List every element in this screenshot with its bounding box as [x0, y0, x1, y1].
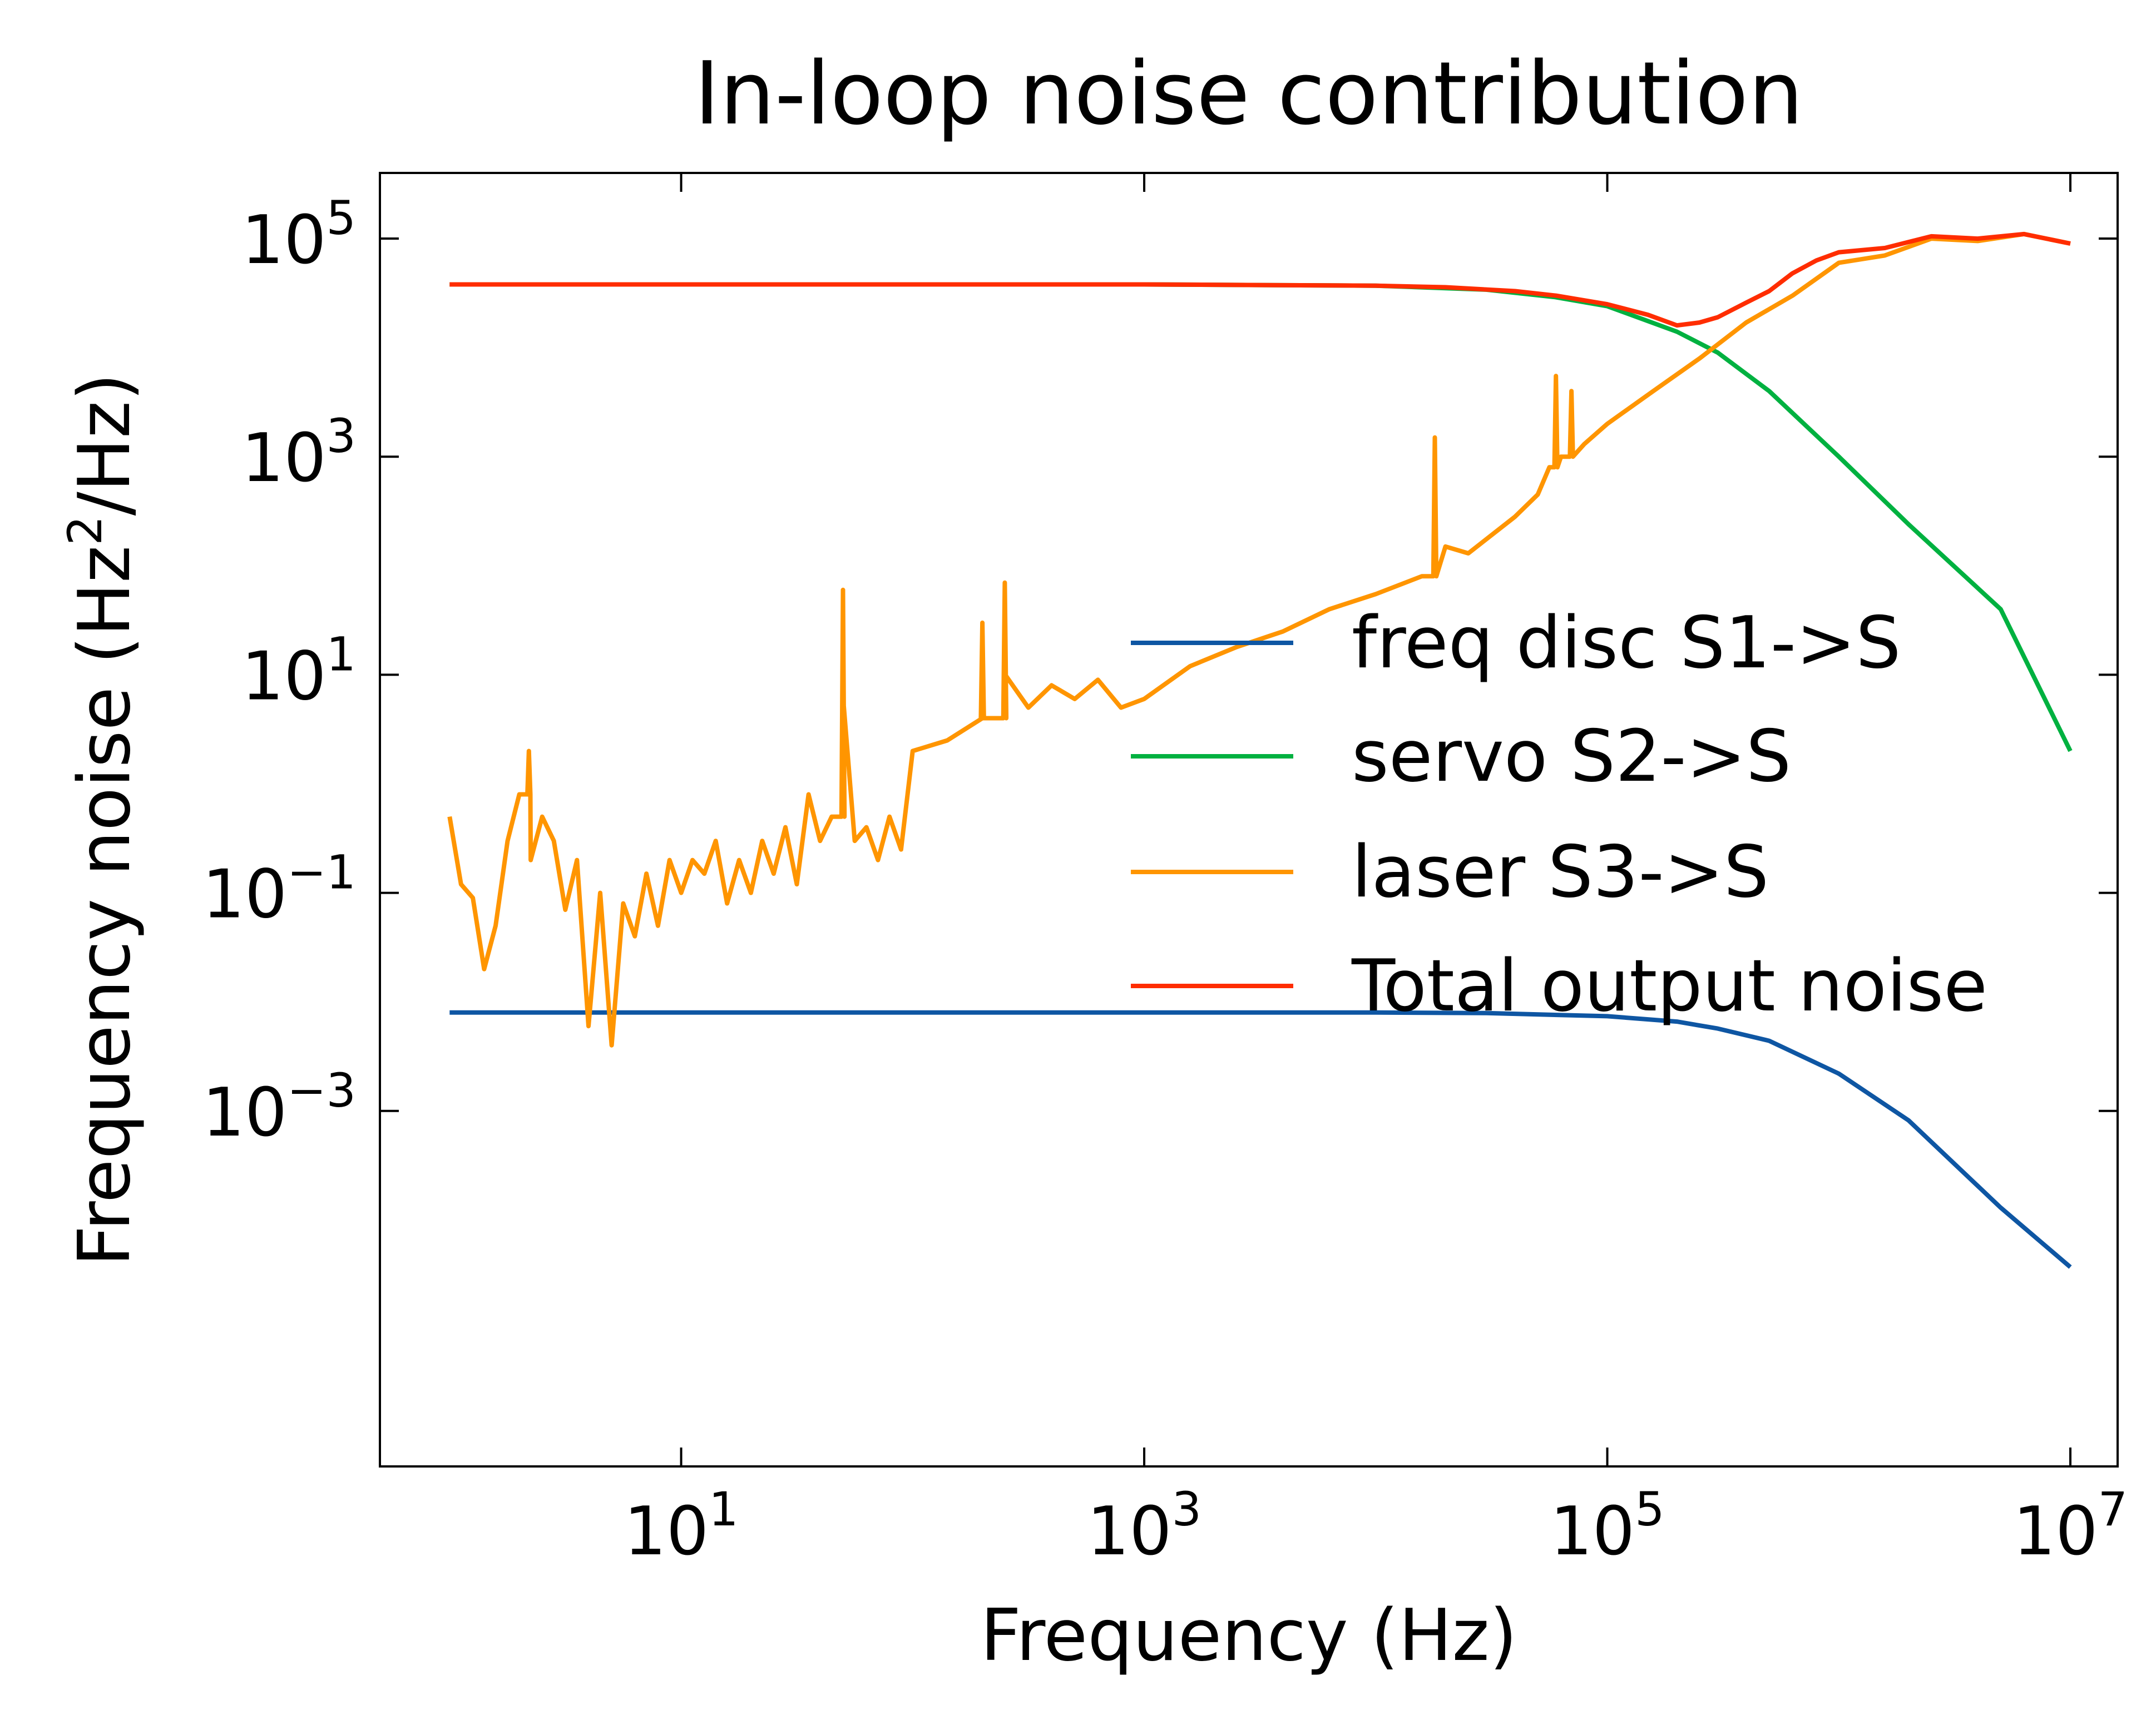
series-line-4 — [449, 231, 2071, 328]
y-axis-label: Frequency noise (Hz2/Hz) — [58, 373, 146, 1266]
legend-label-2: servo S2->S — [1352, 715, 1791, 798]
series-line-1 — [449, 1010, 2072, 1269]
y-tick-label-3: 101 — [241, 627, 356, 715]
legend: freq disc S1->S servo S2->S laser S3->S Tot… — [1131, 602, 1987, 1028]
y-axis-label-main: Frequency noise (Hz — [63, 546, 146, 1266]
legend-label-1: freq disc S1->S — [1352, 602, 1901, 685]
x-tick-label-1: 101 — [624, 1482, 738, 1570]
y-tick-label-2: 10−1 — [202, 845, 356, 934]
plot-frame — [379, 172, 2119, 1468]
y-axis-label-superscript: 2 — [58, 515, 112, 545]
y-axis: 10−3 10−1 101 103 105 — [202, 191, 2118, 1152]
x-tick-label-2: 103 — [1087, 1482, 1201, 1570]
x-tick-label-3: 105 — [1550, 1482, 1664, 1570]
x-axis-label: Frequency (Hz) — [980, 1594, 1517, 1677]
legend-label-4: Total output noise — [1351, 945, 1987, 1028]
x-axis: 101 103 105 107 — [624, 173, 2128, 1570]
series-layer — [447, 231, 2073, 1269]
chart-title: In-loop noise contribution — [694, 43, 1803, 144]
y-tick-label-4: 103 — [241, 409, 356, 497]
legend-label-3: laser S3->S — [1352, 831, 1769, 914]
series-line-3 — [447, 231, 2071, 1048]
y-axis-label-tail: /Hz) — [63, 373, 146, 516]
x-tick-label-4: 107 — [2013, 1482, 2128, 1570]
y-tick-label-1: 10−3 — [202, 1063, 356, 1152]
y-tick-label-5: 105 — [241, 191, 356, 279]
